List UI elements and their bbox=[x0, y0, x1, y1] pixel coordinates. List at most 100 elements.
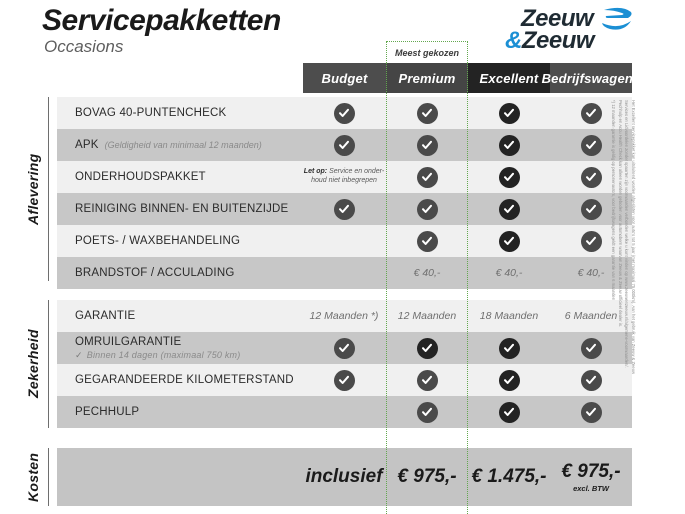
price-cell-excellent: € 1.475,- bbox=[468, 448, 550, 506]
check-icon bbox=[333, 198, 355, 220]
check-icon bbox=[580, 134, 602, 156]
cell-excellent bbox=[468, 193, 550, 225]
cell-excellent bbox=[468, 364, 550, 396]
table-row: ONDERHOUDSPAKKET Let op: Service en onde… bbox=[57, 161, 632, 193]
column-header-bedrijfswagens[interactable]: Bedrijfswagens bbox=[542, 63, 640, 93]
legal-line-2: Services en Lidvoordelen zonder spaarten… bbox=[624, 100, 630, 368]
note-line-2: houd niet inbegrepen bbox=[311, 177, 377, 184]
table-row: REINIGING BINNEN- EN BUITENZIJDE bbox=[57, 193, 632, 225]
row-label-text: GEGARANDEERDE KILOMETERSTAND bbox=[75, 374, 294, 386]
cell-budget bbox=[303, 364, 385, 396]
check-icon bbox=[580, 166, 602, 188]
cell-bedrijfswagens: € 40,- bbox=[550, 257, 632, 289]
row-label: REINIGING BINNEN- EN BUITENZIJDE bbox=[75, 193, 288, 225]
section-rule-aflevering bbox=[48, 97, 49, 281]
table-row: BRANDSTOF / ACCULADING € 40,- € 40,- € 4… bbox=[57, 257, 632, 289]
row-label: PECHHULP bbox=[75, 396, 139, 428]
price-cell-budget: inclusief bbox=[303, 448, 385, 506]
cell-value: € 40,- bbox=[495, 267, 523, 279]
logo-ampersand: & bbox=[505, 27, 522, 54]
cell-premium bbox=[386, 364, 468, 396]
column-header-excellent[interactable]: Excellent bbox=[468, 63, 550, 93]
cell-excellent bbox=[468, 161, 550, 193]
legal-disclaimer: Het Excellent servicepakket kan uitsluit… bbox=[592, 100, 637, 500]
table-row: GEGARANDEERDE KILOMETERSTAND bbox=[57, 364, 632, 396]
cell-budget bbox=[303, 97, 385, 129]
cell-value: 18 Maanden bbox=[479, 310, 539, 322]
check-icon bbox=[498, 166, 520, 188]
cell-bedrijfswagens bbox=[550, 97, 632, 129]
cell-premium bbox=[386, 97, 468, 129]
cell-premium bbox=[386, 129, 468, 161]
row-label: GEGARANDEERDE KILOMETERSTAND bbox=[75, 364, 294, 396]
cell-excellent bbox=[468, 97, 550, 129]
small-check-icon: ✓ bbox=[75, 349, 83, 360]
table-row: OMRUILGARANTIE ✓ Binnen 14 dagen (maximaa… bbox=[57, 332, 632, 364]
logo-line-2-text: Zeeuw bbox=[521, 27, 595, 54]
check-icon bbox=[333, 102, 355, 124]
check-icon bbox=[416, 401, 438, 423]
cell-value: € 40,- bbox=[413, 267, 441, 279]
cell-value: 12 Maanden bbox=[397, 310, 457, 322]
logo-line-1: Zeeuw bbox=[521, 5, 594, 32]
check-icon bbox=[333, 134, 355, 156]
check-icon bbox=[416, 166, 438, 188]
cell-budget: 12 Maanden *) bbox=[303, 300, 385, 332]
check-icon bbox=[416, 198, 438, 220]
price-cell-bedrijfswagens: € 975,- excl. BTW bbox=[550, 448, 632, 506]
row-label-text: GARANTIE bbox=[75, 310, 136, 322]
cell-budget bbox=[303, 129, 385, 161]
cell-premium bbox=[386, 225, 468, 257]
check-icon bbox=[498, 230, 520, 252]
check-icon bbox=[498, 337, 520, 359]
row-label-subline-text: Binnen 14 dagen (maximaal 750 km) bbox=[86, 349, 241, 360]
swoosh-icon bbox=[602, 7, 632, 30]
column-header-premium[interactable]: Premium bbox=[386, 63, 468, 93]
logo-line-2: &Zeeuw bbox=[505, 27, 595, 55]
check-icon bbox=[333, 337, 355, 359]
price-row: inclusief € 975,- € 1.475,- € 975,- excl… bbox=[57, 448, 632, 506]
column-header-budget[interactable]: Budget bbox=[303, 63, 386, 93]
cell-value: 12 Maanden *) bbox=[309, 310, 379, 322]
cell-premium: € 40,- bbox=[386, 257, 468, 289]
note-bold: Let op: bbox=[303, 168, 328, 176]
row-label-text: BRANDSTOF / ACCULADING bbox=[75, 267, 235, 279]
row-label-text: ONDERHOUDSPAKKET bbox=[75, 171, 206, 183]
row-label-subline: ✓ Binnen 14 dagen (maximaal 750 km) bbox=[75, 350, 240, 361]
row-label: GARANTIE bbox=[75, 300, 135, 332]
row-label-text: OMRUILGARANTIE bbox=[75, 335, 182, 348]
table-row: APK (Geldigheid van minimaal 12 maanden) bbox=[57, 129, 632, 161]
most-chosen-label: Meest gekozen bbox=[394, 47, 460, 58]
check-icon bbox=[416, 230, 438, 252]
page-subtitle: Occasions bbox=[44, 37, 124, 56]
row-label: POETS- / WAXBEHANDELING bbox=[75, 225, 240, 257]
brand-logo: Zeeuw &Zeeuw bbox=[505, 5, 635, 57]
cell-premium: 12 Maanden bbox=[386, 300, 468, 332]
section-label-zekerheid: Zekerheid bbox=[25, 329, 41, 399]
cell-premium bbox=[386, 193, 468, 225]
check-icon bbox=[580, 198, 602, 220]
cell-bedrijfswagens bbox=[550, 332, 632, 364]
cell-budget bbox=[303, 193, 385, 225]
legal-line-3: Pechhulp en Accu Health Check kan alleen… bbox=[618, 100, 623, 328]
cell-excellent bbox=[468, 332, 550, 364]
table-row: GARANTIE 12 Maanden *) 12 Maanden 18 Maa… bbox=[57, 300, 632, 332]
legal-line-4: *) 12 maanden garantie is geldig op pers… bbox=[611, 100, 617, 301]
cell-excellent bbox=[468, 225, 550, 257]
cell-budget bbox=[303, 332, 385, 364]
cell-bedrijfswagens bbox=[550, 193, 632, 225]
check-icon bbox=[580, 401, 602, 423]
cell-budget-note: Let op: Service en onder- houd niet inbe… bbox=[303, 161, 385, 193]
column-header-bedrijfswagens-label: Bedrijfswagens bbox=[541, 70, 641, 86]
check-icon bbox=[498, 369, 520, 391]
row-label: OMRUILGARANTIE ✓ Binnen 14 dagen (maximaa… bbox=[75, 332, 240, 364]
most-chosen-flag: Meest gekozen bbox=[386, 41, 468, 63]
price-main: € 975,- bbox=[397, 466, 457, 487]
price-main: inclusief bbox=[305, 466, 383, 487]
cell-bedrijfswagens bbox=[550, 225, 632, 257]
price-sub: excl. BTW bbox=[573, 484, 609, 493]
row-label-text: APK bbox=[75, 139, 99, 151]
check-icon bbox=[580, 230, 602, 252]
check-icon bbox=[416, 369, 438, 391]
